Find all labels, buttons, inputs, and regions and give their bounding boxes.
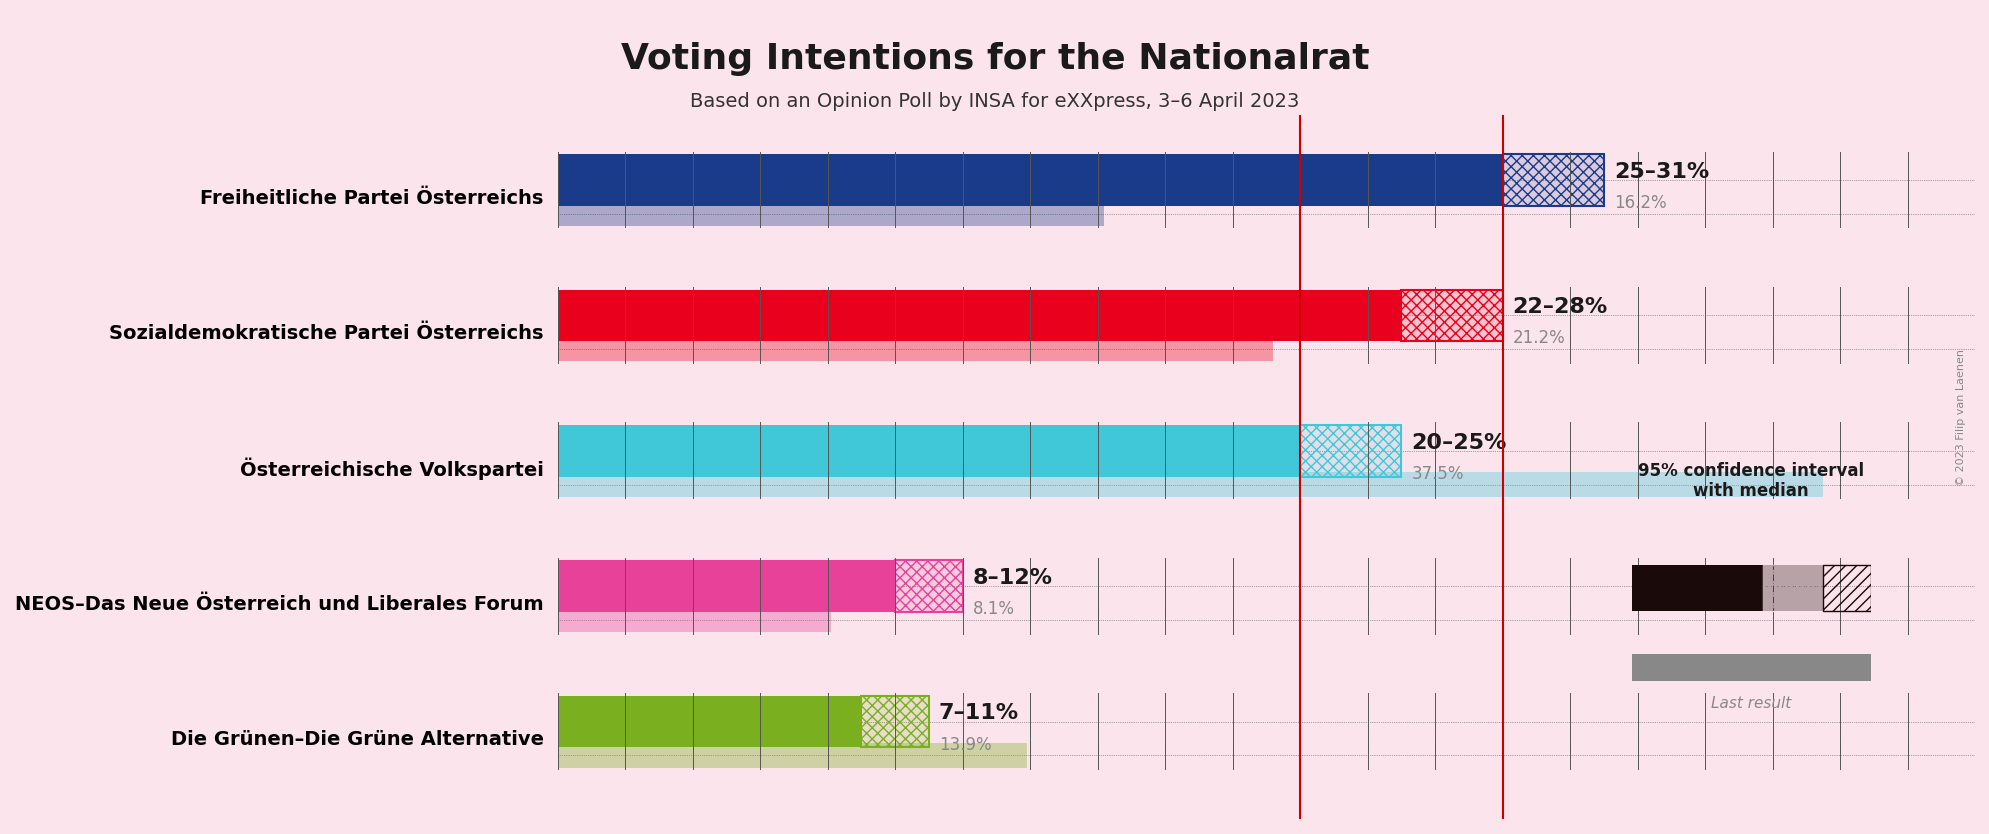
Text: 25–31%: 25–31% (1613, 162, 1709, 182)
Text: 7–11%: 7–11% (939, 703, 1018, 723)
Bar (557, 154, 1400, 206)
Text: 8.1%: 8.1% (973, 600, 1014, 618)
Bar (1502, 154, 1603, 206)
Text: 16.2%: 16.2% (1613, 194, 1665, 212)
Bar (557, 560, 827, 612)
Text: 13.9%: 13.9% (939, 736, 991, 754)
Bar (1299, 425, 1400, 476)
Bar (557, 472, 1822, 497)
Bar (1822, 565, 1870, 611)
Bar (1631, 565, 1762, 611)
Bar (1400, 289, 1502, 341)
Bar (557, 289, 1299, 341)
Bar (861, 696, 929, 747)
Bar (1400, 154, 1502, 206)
Bar (895, 560, 963, 612)
Text: © 2023 Filip van Laenen: © 2023 Filip van Laenen (1955, 349, 1965, 485)
Text: Based on an Opinion Poll by INSA for eXXpress, 3–6 April 2023: Based on an Opinion Poll by INSA for eXX… (690, 92, 1299, 111)
Bar (557, 696, 794, 747)
Text: 20–25%: 20–25% (1410, 433, 1506, 453)
Bar (557, 202, 1104, 226)
Bar (827, 560, 895, 612)
Text: Voting Intentions for the Nationalrat: Voting Intentions for the Nationalrat (621, 42, 1368, 76)
Bar (1631, 654, 1870, 681)
Bar (794, 696, 861, 747)
Bar (557, 337, 1273, 361)
Bar (861, 696, 929, 747)
Text: Last result: Last result (1711, 696, 1790, 711)
Text: 95% confidence interval
with median: 95% confidence interval with median (1637, 461, 1864, 500)
Text: 21.2%: 21.2% (1512, 329, 1565, 348)
Bar (1299, 425, 1400, 476)
Bar (1762, 565, 1822, 611)
Bar (1231, 425, 1299, 476)
Bar (557, 608, 831, 632)
Text: 22–28%: 22–28% (1512, 297, 1607, 317)
Bar (1502, 154, 1603, 206)
Bar (1762, 565, 1822, 611)
Bar (557, 743, 1026, 767)
Text: 8–12%: 8–12% (973, 568, 1052, 588)
Bar (1299, 289, 1400, 341)
Bar (557, 425, 1231, 476)
Bar (895, 560, 963, 612)
Bar (1400, 289, 1502, 341)
Text: 37.5%: 37.5% (1410, 465, 1464, 483)
